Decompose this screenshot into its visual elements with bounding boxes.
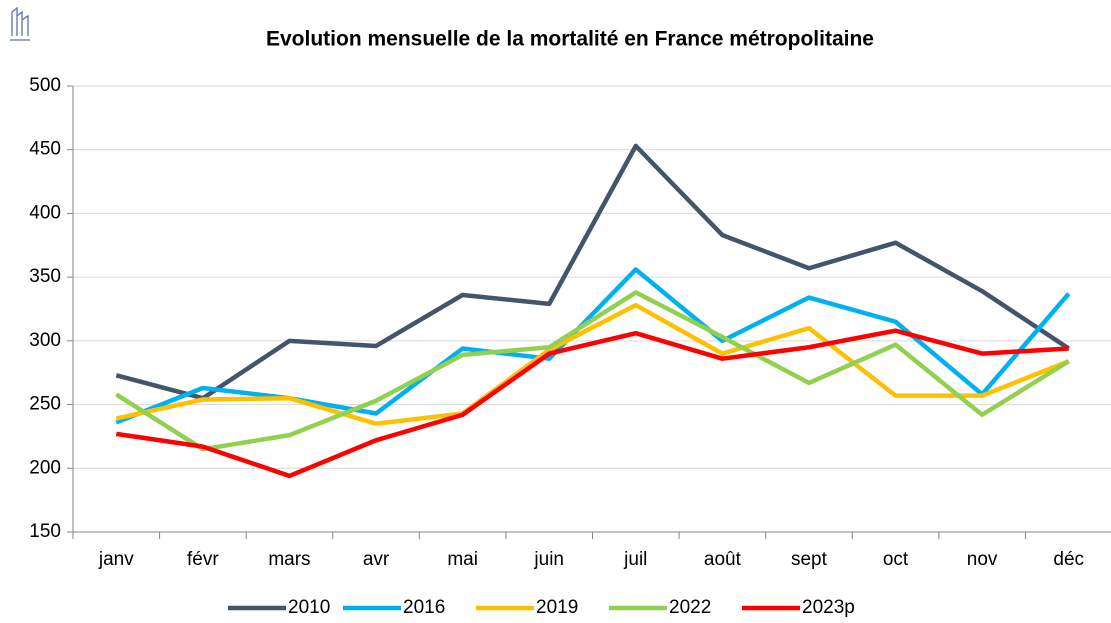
y-tick-label: 500 (29, 75, 61, 96)
x-tick-label: mai (447, 549, 478, 570)
logo (10, 6, 30, 41)
legend-label: 2010 (288, 597, 330, 618)
series-line (115, 143, 1070, 401)
legend-label: 2019 (536, 597, 578, 618)
y-tick-label: 400 (29, 202, 61, 223)
x-tick-label: juil (623, 549, 647, 570)
series-line (115, 302, 1070, 426)
x-tick-label: avr (363, 549, 390, 570)
y-tick-label: 300 (29, 330, 61, 351)
chart-title: Evolution mensuelle de la mortalité en F… (266, 28, 874, 51)
x-tick-label: févr (187, 549, 219, 570)
y-tick-label: 350 (29, 266, 61, 287)
x-tick-label: nov (967, 549, 998, 570)
x-tick-label: janv (98, 549, 134, 570)
x-tick-label: déc (1053, 549, 1084, 570)
y-tick-label: 150 (29, 521, 61, 542)
x-tick-label: juin (533, 549, 564, 570)
x-tick-label: août (704, 549, 742, 570)
x-tick-label: sept (791, 549, 828, 570)
series-line (115, 328, 1069, 479)
y-tick-label: 250 (29, 394, 61, 415)
x-tick-label: oct (883, 549, 909, 570)
series-line (115, 290, 1070, 452)
legend-label: 2016 (403, 597, 445, 618)
legend-label: 2022 (669, 597, 711, 618)
y-tick-label: 200 (29, 457, 61, 478)
legend-label: 2023p (802, 597, 855, 618)
x-tick-label: mars (268, 549, 310, 570)
y-tick-label: 450 (29, 139, 61, 160)
